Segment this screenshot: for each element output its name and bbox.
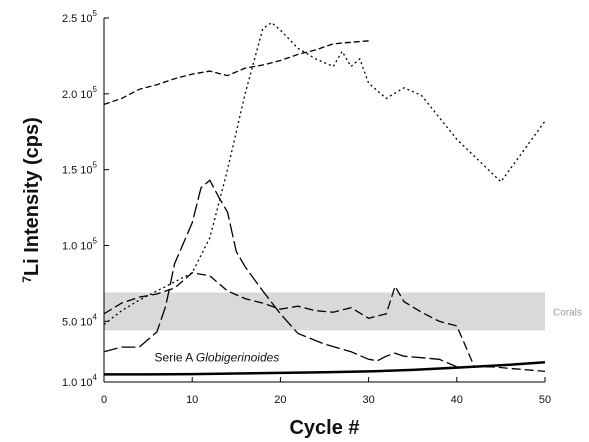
y-tick-base: 5.0 10 bbox=[62, 316, 93, 328]
series-line-4 bbox=[103, 272, 546, 373]
annotation-prefix: Serie A bbox=[155, 351, 196, 365]
y-tick-exp: 5 bbox=[93, 9, 98, 18]
x-axis-title: Cycle # bbox=[289, 417, 359, 439]
y-axis-label-text: Li Intensity (cps) bbox=[21, 117, 43, 276]
y-tick-exp: 5 bbox=[93, 237, 98, 246]
y-tick-label: 2.0 105 bbox=[62, 85, 98, 101]
series-line-2 bbox=[103, 21, 546, 325]
x-tick-label: 10 bbox=[186, 394, 198, 406]
axes bbox=[103, 17, 546, 383]
annotation-serie-a: Serie A Globigerinoides bbox=[155, 351, 280, 365]
y-tick-label: 1.0 105 bbox=[62, 237, 98, 253]
series-line-3 bbox=[103, 179, 458, 368]
y-tick-label: 1.0 104 bbox=[62, 373, 98, 389]
x-tick-label: 50 bbox=[539, 394, 551, 406]
series-line-5 bbox=[104, 361, 546, 376]
series-layer bbox=[103, 21, 546, 376]
y-tick-label: 1.5 105 bbox=[62, 161, 98, 177]
y-tick-base: 2.5 10 bbox=[62, 13, 93, 25]
x-tick-label: 40 bbox=[451, 394, 463, 406]
y-tick-exp: 4 bbox=[93, 373, 98, 382]
annotation-italic: Globigerinoides bbox=[196, 351, 279, 365]
y-tick-base: 1.5 10 bbox=[62, 165, 93, 177]
y-tick-label: 5.0 104 bbox=[62, 312, 98, 328]
y-tick-base: 1.0 10 bbox=[62, 241, 93, 253]
y-axis-superscript: 7 bbox=[20, 276, 34, 283]
series-line-1 bbox=[103, 40, 369, 106]
x-tick-label: 0 bbox=[101, 394, 107, 406]
y-tick-exp: 5 bbox=[93, 85, 98, 94]
x-tick-label: 30 bbox=[362, 394, 374, 406]
y-tick-label: 2.5 105 bbox=[62, 9, 98, 25]
y-tick-base: 2.0 10 bbox=[62, 89, 93, 101]
y-tick-base: 1.0 10 bbox=[62, 377, 93, 389]
y-tick-exp: 5 bbox=[93, 161, 98, 170]
band-label: Corals bbox=[553, 307, 582, 318]
y-tick-exp: 4 bbox=[93, 312, 98, 321]
y-axis-title: 7Li Intensity (cps) bbox=[20, 117, 43, 283]
x-tick-label: 20 bbox=[274, 394, 286, 406]
